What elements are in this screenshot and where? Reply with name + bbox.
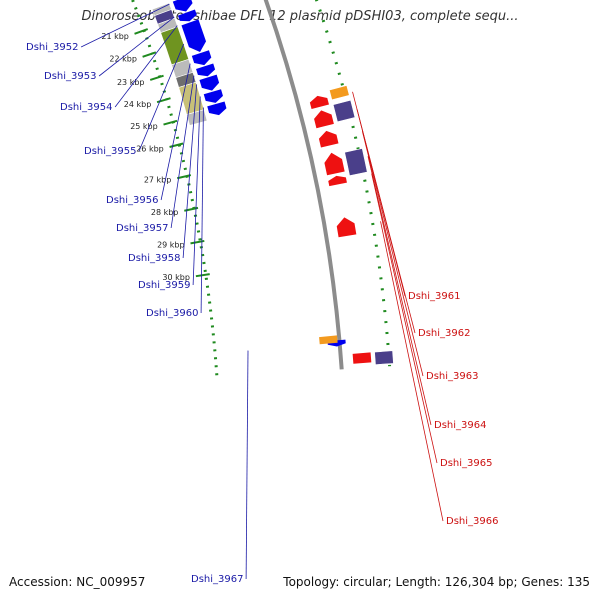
forward-gene-label: Dshi_3955 [84,146,136,157]
reverse-gene-arrow [328,175,347,187]
cog-block [319,335,338,345]
leader-line [380,221,444,522]
topology-summary: Topology: circular; Length: 126,304 bp; … [283,575,590,589]
leader-line [182,84,198,259]
reverse-gene-arrow [336,217,357,238]
forward-gene-label: Dshi_3952 [26,42,78,53]
forward-gene-label: Dshi_3953 [44,71,96,82]
reverse-gene-label: Dshi_3963 [426,371,478,382]
tick-mark [176,174,192,180]
gc-guide-outer [314,0,392,367]
tick-label: 24 kbp [124,100,152,109]
leader-line [367,156,432,426]
leader-line [80,3,170,48]
forward-gene-label: Dshi_3967 [191,574,243,585]
forward-gene-label: Dshi_3959 [138,280,190,291]
forward-gene-label: Dshi_3958 [128,253,180,264]
leader-line [371,173,438,464]
accession-text: Accession: NC_009957 [9,575,146,589]
genes-layer [172,0,394,365]
leader-line [98,16,175,77]
tick-mark [149,74,164,81]
reverse-gene-label: Dshi_3962 [418,328,470,339]
leader-line [192,96,201,286]
tick-mark [156,97,171,104]
tick-mark [163,119,178,126]
tick-mark [169,142,184,148]
forward-gene-arrow [199,74,220,91]
reverse-gene-arrow [314,110,334,129]
forward-gene-label: Dshi_3960 [146,308,198,319]
tick-label: 29 kbp [157,240,185,249]
leader-line [114,25,178,108]
cog-block [344,148,368,177]
forward-gene-arrow [181,19,207,52]
cog-block [186,109,208,126]
forward-gene-label: Dshi_3956 [106,195,158,206]
leader-line [138,43,185,152]
forward-gene-arrow [207,101,227,116]
tick-label: 27 kbp [144,176,172,185]
reverse-gene-arrow [324,152,345,176]
tracks-layer [131,0,392,379]
tick-mark [195,273,210,278]
tick-mark [134,28,149,35]
tick-label: 28 kbp [151,208,179,217]
ticks-layer: 21 kbp 22 kbp 23 kbp 24 kbp 25 kbp 26 kbp 27 k… [101,28,210,282]
reverse-gene-arrow [352,352,372,364]
tick-label: 25 kbp [130,122,158,131]
leader-line [170,75,195,229]
tick-label: 22 kbp [109,55,137,64]
tick-mark [142,51,157,58]
forward-gene-arrow [172,0,193,12]
leader-line [200,107,204,314]
tick-label: 23 kbp [117,78,145,87]
leader-line [362,131,424,377]
tick-label: 30 kbp [162,273,190,282]
leader-line [245,350,249,580]
reverse-gene-arrow [318,130,339,148]
forward-gene-arrow [177,9,197,22]
reverse-gene-label: Dshi_3961 [408,291,460,302]
forward-gene-label: Dshi_3957 [116,223,168,234]
leader-line [356,108,416,334]
tick-label: 21 kbp [101,32,129,41]
reverse-gene-label: Dshi_3966 [446,516,498,527]
forward-gene-arrow [203,89,223,103]
leader-line [160,63,191,201]
forward-gene-arrow [191,50,212,66]
forward-gene-label: Dshi_3954 [60,102,112,113]
forward-gene-arrow [196,63,216,77]
cog-block [374,350,394,365]
backbone-ring [263,0,344,370]
reverse-gene-arrow [309,95,329,110]
reverse-gene-label: Dshi_3964 [434,420,486,431]
cog-block [328,85,350,101]
tick-label: 26 kbp [136,145,164,154]
labels-layer: Dshi_3952 Dshi_3953 Dshi_3954 Dshi_3955 Dshi… [26,3,498,585]
reverse-gene-label: Dshi_3965 [440,458,492,469]
cog-block [332,99,356,123]
